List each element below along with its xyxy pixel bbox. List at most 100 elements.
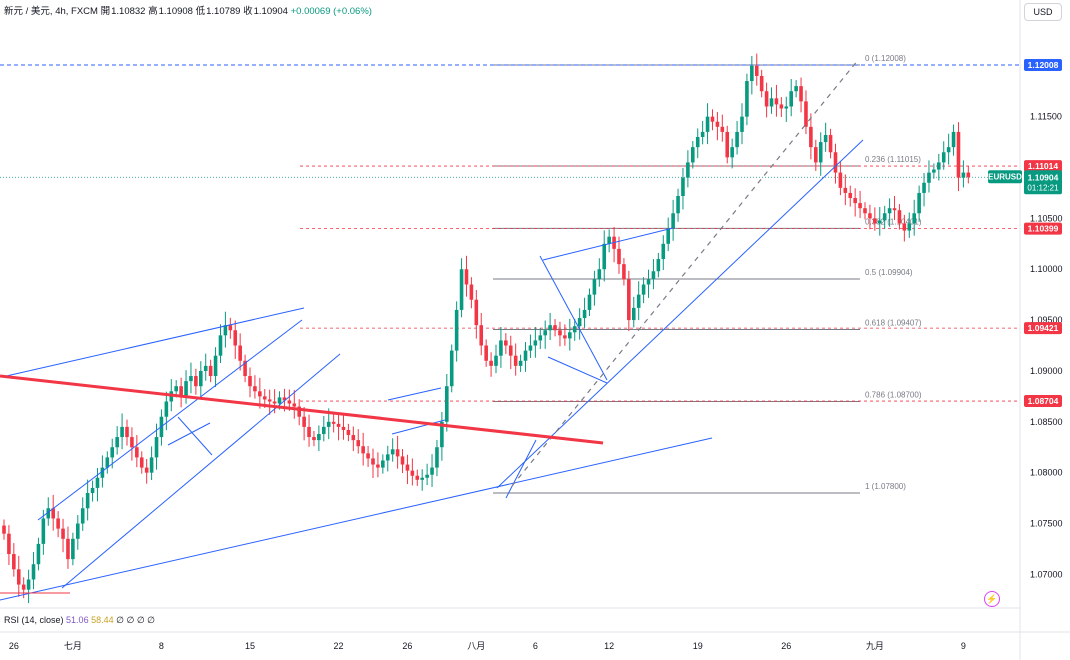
- candle-body: [262, 396, 267, 400]
- x-tick-label: 9: [961, 641, 966, 651]
- candle-body: [917, 192, 921, 214]
- candle-body: [627, 279, 631, 321]
- candle-body: [582, 309, 587, 319]
- candle-body: [7, 533, 11, 555]
- main-trend-line: [0, 374, 604, 445]
- candle-body: [789, 91, 793, 107]
- candle-body: [36, 543, 41, 565]
- candle-body: [799, 86, 803, 102]
- candle-body: [523, 350, 528, 361]
- candle-body: [518, 360, 523, 366]
- high-value: 1.10908: [158, 6, 193, 17]
- y-tick-label: 1.08500: [1030, 417, 1063, 427]
- fib-level-label: 0 (1.12008): [865, 54, 906, 63]
- candle-body: [405, 464, 410, 471]
- trend-line: [387, 387, 442, 401]
- trend-line: [167, 422, 211, 446]
- candle-body: [504, 340, 508, 346]
- x-tick-label: 6: [533, 641, 538, 651]
- candle-body: [617, 248, 621, 265]
- candle-body: [445, 386, 449, 422]
- candle-body: [543, 330, 547, 336]
- lightning-icon[interactable]: ⚡: [984, 591, 1000, 607]
- candle-body: [346, 429, 351, 436]
- currency-button[interactable]: USD: [1024, 3, 1062, 21]
- candle-body: [843, 187, 848, 193]
- x-tick-label: 七月: [64, 641, 82, 651]
- y-tick-label: 1.09500: [1030, 315, 1063, 325]
- candle-body: [287, 400, 292, 404]
- candle-body: [513, 355, 518, 366]
- current-price-badge: [1024, 170, 1062, 195]
- candle-body: [26, 579, 31, 590]
- candle-body: [489, 360, 493, 366]
- candle-body: [745, 81, 749, 117]
- candle-body: [764, 91, 769, 107]
- close-value: 1.10904: [253, 6, 288, 17]
- fib-level-label: 0.786 (1.08700): [865, 390, 922, 399]
- candle-body: [184, 381, 188, 397]
- candle-body: [966, 172, 971, 178]
- candle-body: [469, 284, 474, 300]
- candle-body: [607, 236, 611, 244]
- candle-body: [400, 456, 405, 465]
- candle-body: [730, 147, 734, 158]
- x-tick-label: 26: [402, 641, 412, 651]
- x-tick-label: 12: [604, 641, 614, 651]
- candle-body: [213, 355, 218, 377]
- candle-body: [322, 426, 326, 435]
- candle-body: [533, 340, 538, 346]
- candle-body: [587, 294, 592, 310]
- candle-body: [144, 467, 149, 473]
- trend-line: [542, 227, 674, 261]
- candle-body: [740, 116, 744, 132]
- trend-line: [391, 419, 446, 435]
- candle-body: [951, 131, 956, 148]
- y-tick-label: 1.07000: [1030, 569, 1063, 579]
- candle-body: [695, 136, 700, 148]
- symbol-header: 新元 / 美元, 4h, FXCM 開1.10832 高1.10908 低1.1…: [4, 6, 372, 17]
- candle-body: [105, 457, 110, 468]
- price-badge: [1024, 58, 1062, 71]
- candle-body: [228, 325, 233, 331]
- rsi-legend[interactable]: RSI (14, close) 51.06 58.44 ∅ ∅ ∅ ∅: [4, 615, 155, 626]
- candle-body: [76, 523, 80, 539]
- y-tick-label: 1.10500: [1030, 213, 1063, 223]
- candle-body: [853, 198, 857, 204]
- candle-body: [804, 101, 808, 127]
- candle-body: [120, 426, 124, 438]
- candle-body: [848, 192, 853, 199]
- trend-line: [61, 353, 341, 589]
- y-tick-label: 1.11500: [1030, 112, 1062, 122]
- candle-body: [691, 147, 695, 163]
- candle-body: [508, 345, 513, 356]
- candle-body: [666, 228, 670, 244]
- candle-body: [671, 213, 675, 229]
- candle-body: [61, 528, 65, 539]
- candle-body: [199, 370, 203, 387]
- symbol-title[interactable]: 新元 / 美元, 4h, FXCM: [4, 6, 98, 17]
- candle-body: [385, 454, 390, 461]
- price-badge: [1024, 222, 1062, 235]
- candle-body: [351, 435, 356, 441]
- candle-body: [179, 386, 183, 397]
- candle-body: [651, 271, 656, 280]
- candle-body: [130, 437, 134, 448]
- candle-body: [932, 169, 936, 173]
- candle-body: [90, 487, 95, 494]
- candle-body: [336, 423, 341, 427]
- candle-body: [415, 475, 420, 480]
- candle-body: [267, 399, 272, 402]
- candle-body: [218, 335, 223, 356]
- candle-body: [937, 162, 941, 170]
- candle-body: [248, 376, 252, 387]
- candle-body: [464, 269, 469, 285]
- candle-body: [312, 437, 316, 441]
- candle-body: [794, 86, 798, 92]
- candle-body: [774, 98, 779, 105]
- candle-body: [125, 426, 129, 438]
- candle-body: [430, 467, 434, 475]
- candle-body: [897, 210, 902, 224]
- candle-body: [597, 269, 602, 280]
